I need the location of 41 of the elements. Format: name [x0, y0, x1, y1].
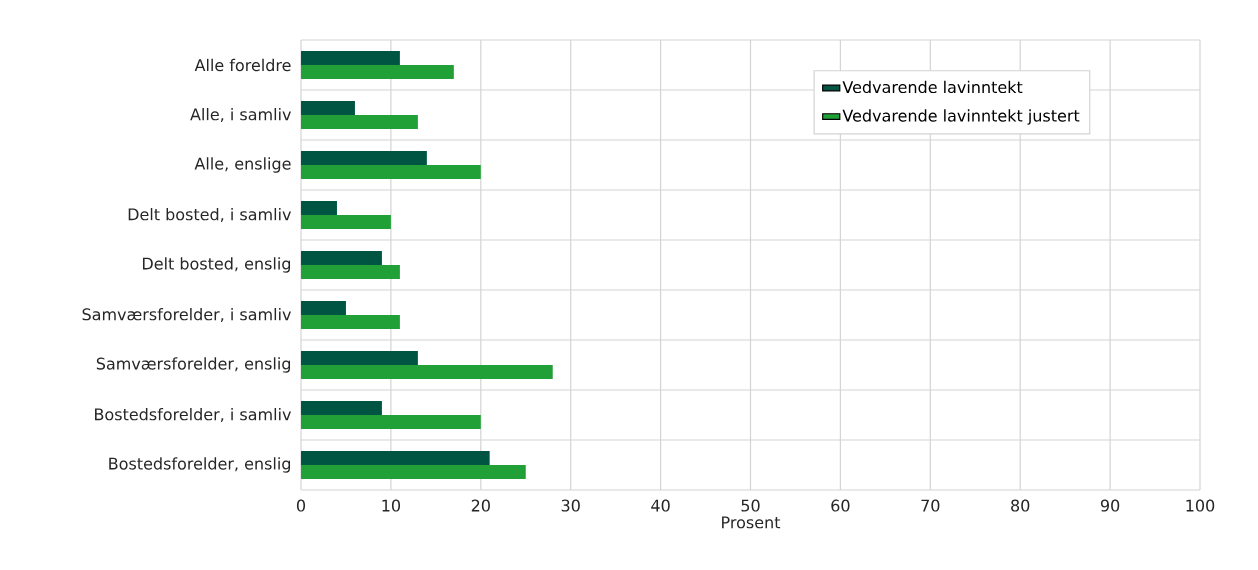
x-tick-label: 10 [382, 499, 401, 512]
bar [301, 414, 481, 429]
bar [301, 314, 400, 329]
legend-label: Vedvarende lavinntekt justert [842, 109, 1080, 125]
x-tick-label: 0 [296, 499, 306, 512]
y-tick-label: Alle, enslige [194, 157, 291, 173]
y-tick-label: Alle, i samliv [190, 107, 291, 123]
bar [301, 101, 355, 115]
x-tick-label: 30 [561, 499, 580, 512]
bar [301, 450, 490, 465]
x-axis-title: Prosent [722, 516, 781, 529]
x-tick-label: 100 [1186, 499, 1215, 512]
bar [301, 115, 418, 129]
x-tick-label: 60 [831, 499, 850, 512]
bar [301, 464, 526, 479]
y-tick-label: Bostedsforelder, i samliv [95, 407, 291, 423]
y-tick-label: Samværsforelder, i samliv [82, 307, 291, 323]
bar [301, 151, 427, 165]
legend-label: Vedvarende lavinntekt [842, 80, 1023, 94]
x-tick-label: 90 [1100, 499, 1120, 512]
y-tick-label: Alle foreldre [194, 58, 291, 72]
x-tick-label: 70 [921, 499, 940, 512]
bar [301, 65, 454, 79]
y-tick-label: Delt bosted, i samliv [128, 207, 291, 223]
bar [301, 215, 391, 229]
bar [301, 250, 382, 265]
bar [301, 364, 553, 379]
x-tick-label: 80 [1011, 499, 1030, 512]
y-tick-label: Delt bosted, enslig [142, 257, 291, 273]
bar [301, 201, 337, 215]
bar [301, 264, 400, 279]
y-tick-label: Samværsforelder, enslig [96, 357, 291, 373]
x-tick-label: 50 [741, 499, 760, 512]
x-tick-label: 20 [471, 499, 490, 512]
bar [301, 350, 418, 365]
bar [301, 301, 346, 315]
bar [301, 51, 400, 65]
bar [301, 164, 481, 179]
bar [301, 401, 382, 415]
y-tick-label: Bostedsforelder, enslig [109, 457, 291, 473]
x-tick-label: 40 [651, 499, 670, 512]
